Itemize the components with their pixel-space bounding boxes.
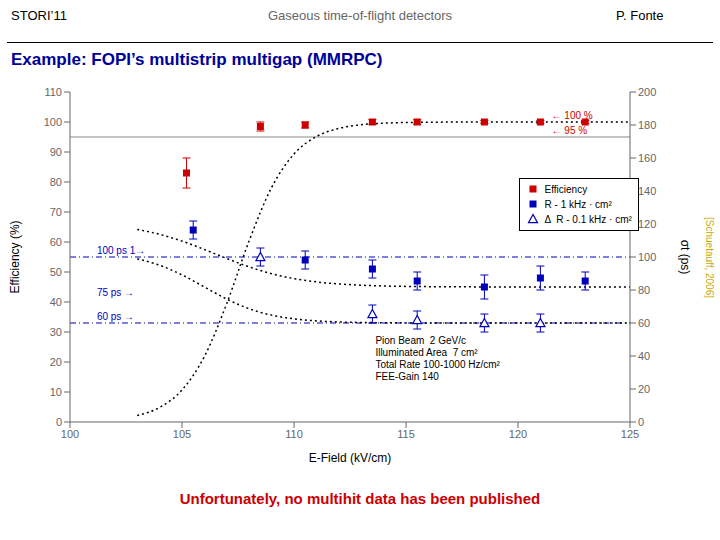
html-text:R - 1 kHz · cm²: R - 1 kHz · cm²: [544, 198, 612, 210]
html-text:FEE-Gain 140: FEE-Gain 140: [375, 370, 439, 382]
html-text:Efficiency: Efficiency: [544, 183, 588, 195]
svg-text:10: 10: [50, 386, 62, 398]
html-text:Pion Beam 2 GeV/c: Pion Beam 2 GeV/c: [375, 334, 466, 346]
svg-text:100 ps 1→: 100 ps 1→: [97, 245, 145, 256]
svg-text:40: 40: [638, 350, 650, 362]
svg-text:60: 60: [50, 236, 62, 248]
svg-text:80: 80: [50, 176, 62, 188]
svg-text:σt (ps): σt (ps): [678, 240, 692, 275]
svg-text:0: 0: [638, 416, 644, 428]
svg-text:50: 50: [50, 266, 62, 278]
html-text:Unfortunately, no multihit dat: Unfortunately, no multihit data has been…: [179, 490, 541, 507]
svg-text:20: 20: [638, 383, 650, 395]
html-text:Example: FOPI’s multistrip mul: Example: FOPI’s multistrip multigap (MMR…: [11, 50, 383, 69]
svg-text:120: 120: [509, 428, 527, 440]
svg-text:E-Field (kV/cm): E-Field (kV/cm): [309, 451, 392, 465]
svg-text:120: 120: [638, 218, 656, 230]
svg-text:← 100 %: ← 100 %: [552, 110, 593, 121]
svg-text:← 95 %: ← 95 %: [552, 125, 588, 136]
svg-text:60: 60: [638, 317, 650, 329]
svg-text:100: 100: [44, 116, 62, 128]
svg-text:75 ps →: 75 ps →: [97, 287, 134, 298]
svg-text:180: 180: [638, 119, 656, 131]
svg-text:140: 140: [638, 185, 656, 197]
html-text:[Schuetauff, 2006]: [Schuetauff, 2006]: [703, 216, 715, 298]
svg-text:160: 160: [638, 152, 656, 164]
svg-text:Efficiency (%): Efficiency (%): [8, 220, 22, 293]
svg-text:125: 125: [621, 428, 639, 440]
html-text:Δ R - 0.1 kHz · cm²: Δ R - 0.1 kHz · cm²: [544, 213, 632, 225]
html-text:Total Rate 100-1000 Hz/cm²: Total Rate 100-1000 Hz/cm²: [375, 358, 500, 370]
svg-text:60 ps →: 60 ps →: [97, 311, 134, 322]
html-text:Illuminated Area 7 cm²: Illuminated Area 7 cm²: [375, 346, 478, 358]
svg-text:80: 80: [638, 284, 650, 296]
svg-text:115: 115: [397, 428, 415, 440]
svg-text:110: 110: [44, 86, 62, 98]
svg-text:100: 100: [638, 251, 656, 263]
html-text:P. Fonte: P. Fonte: [616, 8, 664, 23]
svg-text:40: 40: [50, 296, 62, 308]
html-text:STORI’11: STORI’11: [11, 8, 67, 23]
svg-text:0: 0: [56, 416, 62, 428]
svg-text:20: 20: [50, 356, 62, 368]
svg-text:70: 70: [50, 206, 62, 218]
html-text:Gaseous time-of-flight detecto: Gaseous time-of-flight detectors: [267, 8, 453, 23]
svg-text:100: 100: [61, 428, 79, 440]
svg-text:30: 30: [50, 326, 62, 338]
svg-text:105: 105: [173, 428, 191, 440]
svg-text:200: 200: [638, 86, 656, 98]
svg-text:110: 110: [285, 428, 303, 440]
svg-text:90: 90: [50, 146, 62, 158]
